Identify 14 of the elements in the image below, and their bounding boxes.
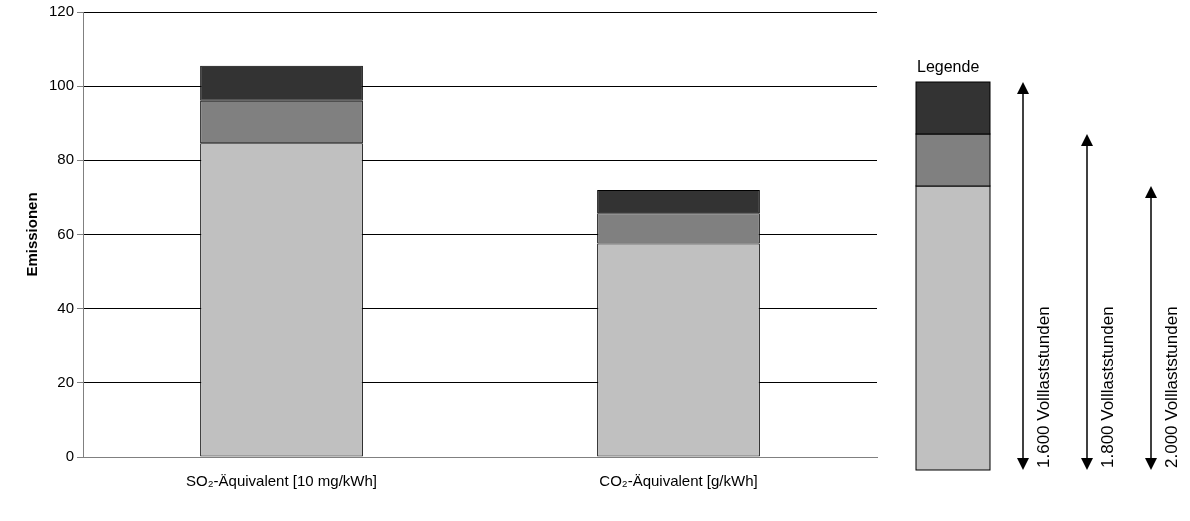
text: 2.000 Volllaststunden bbox=[1162, 306, 1181, 468]
x-tick-label: CO₂-Äquivalent [g/kWh] bbox=[599, 472, 758, 490]
y-tick-label: 40 bbox=[57, 298, 75, 316]
text: 1.600 Volllaststunden bbox=[1034, 306, 1053, 468]
y-tick-label: 80 bbox=[57, 150, 75, 168]
y-tick-label: 60 bbox=[57, 224, 75, 242]
y-tick-label: 0 bbox=[65, 447, 75, 465]
y-tick-label: 100 bbox=[49, 76, 75, 94]
x-tick-label: SO₂-Äquivalent [10 mg/kWh] bbox=[186, 472, 377, 490]
y-tick-label: 20 bbox=[57, 372, 75, 390]
text: 1.800 Volllaststunden bbox=[1098, 306, 1117, 468]
y-tick-label: 120 bbox=[49, 2, 75, 20]
legend-title: Legende bbox=[917, 58, 980, 75]
y-axis-title: Emissionen bbox=[23, 192, 41, 277]
